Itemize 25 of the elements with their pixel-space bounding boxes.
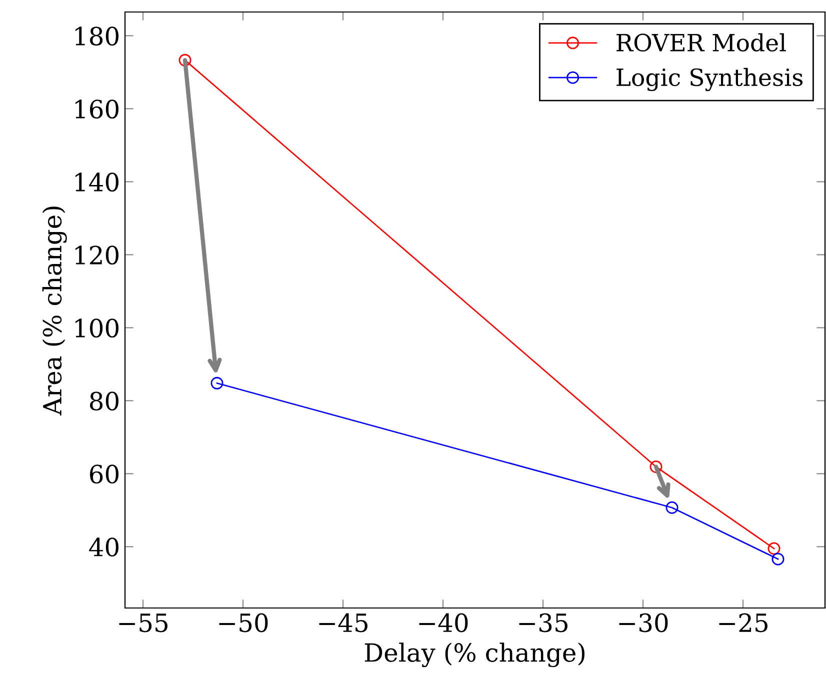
point [772, 552, 784, 566]
legend-label: Logic Synthesis [616, 68, 803, 92]
y-tick-label: 120 [75, 246, 118, 265]
x-tick-label: −25 [719, 613, 768, 632]
y-tick-label: 140 [75, 172, 118, 192]
x-tick-label: −40 [419, 613, 468, 632]
y-tick-label: 80 [90, 392, 118, 411]
x-tick-label: −35 [519, 613, 568, 632]
y-tick-label: 40 [89, 538, 118, 557]
legend-label: ROVER Model [616, 33, 786, 52]
y-tick-label: 60 [90, 464, 118, 484]
point [666, 501, 678, 514]
x-tick-label: −50 [219, 613, 268, 632]
y-tick-label: 160 [75, 100, 118, 119]
x-tick-label: −30 [619, 613, 668, 632]
x-axis-title: Delay (% change) [364, 642, 584, 668]
y-axis-title: Area (% change) [42, 206, 67, 416]
y-tick-label: 100 [75, 318, 118, 338]
point [178, 54, 192, 66]
point [650, 460, 662, 474]
x-tick-label: −45 [319, 613, 368, 632]
y-tick-label: 180 [75, 26, 118, 46]
x-tick-label: −55 [119, 614, 168, 632]
point [210, 376, 224, 390]
point [768, 542, 780, 555]
